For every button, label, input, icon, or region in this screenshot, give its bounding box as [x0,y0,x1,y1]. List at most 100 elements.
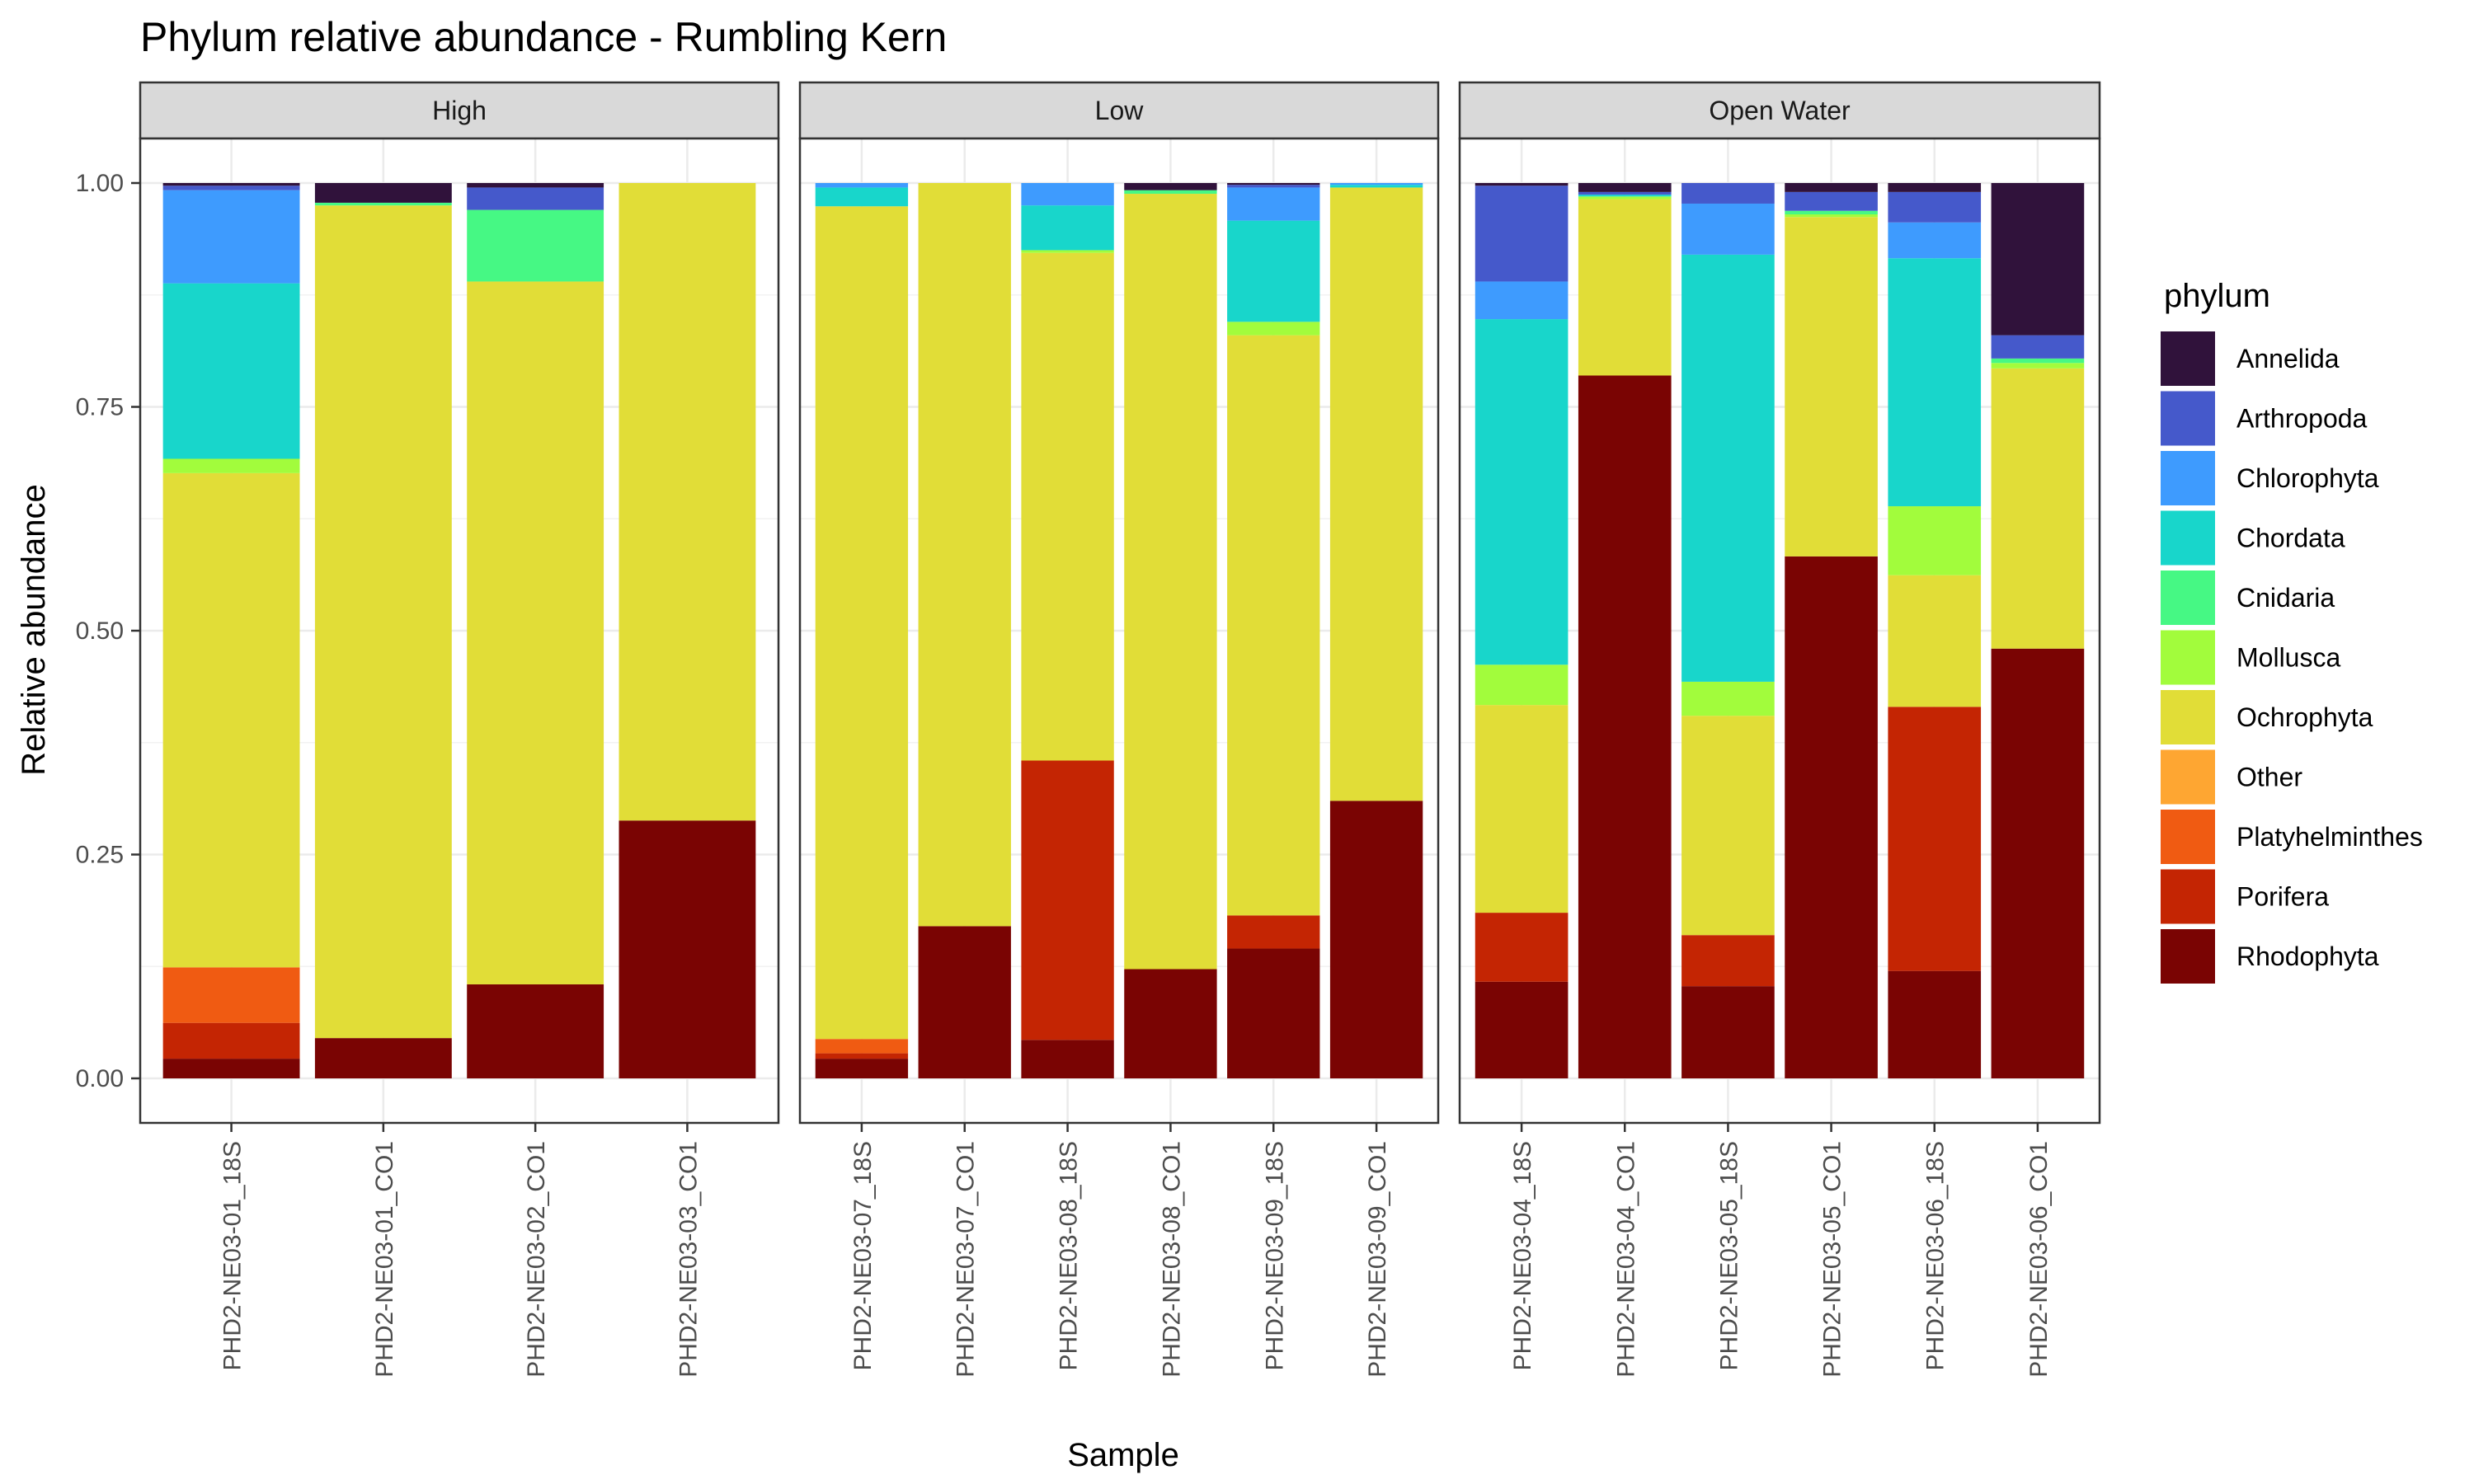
bar-segment-rhodophyta [467,984,604,1078]
bar-stack-PHD2-NE03-07_CO1 [918,183,1011,1078]
legend-label: Arthropoda [2236,404,2368,434]
facet-strip [798,81,1440,140]
x-tick-label: PHD2-NE03-08_18S [1056,1141,1083,1370]
bar-stack-PHD2-NE03-04_CO1 [1578,183,1672,1078]
x-tick-label: PHD2-NE03-04_CO1 [1612,1141,1639,1378]
bar-segment-ochrophyta [1681,716,1775,936]
x-tick-label: PHD2-NE03-03_CO1 [675,1141,702,1378]
x-tick-label: PHD2-NE03-01_CO1 [371,1141,398,1378]
legend-item-rhodophyta: Rhodophyta [2161,929,2379,984]
bar-stack-PHD2-NE03-06_18S [1888,183,1982,1078]
x-tick-label: PHD2-NE03-04_18S [1509,1141,1536,1370]
bar-segment-cnidaria [1991,358,2085,364]
bar-segment-ochrophyta [1227,335,1320,916]
facet-panel-low: Low PHD2-NE03-07_18S PHD2-NE03-07_CO1 PHD2-… [798,81,1440,1378]
bar-segment-chlorophyta [1021,183,1114,206]
legend-key [2161,630,2215,685]
bar-stack-PHD2-NE03-05_CO1 [1785,183,1878,1078]
bar-stack-PHD2-NE03-04_18S [1475,183,1569,1078]
legend-key [2161,510,2215,566]
x-tick-label: PHD2-NE03-06_18S [1922,1141,1950,1370]
bar-segment-ochrophyta [1021,252,1114,761]
bar-segment-rhodophyta [918,926,1011,1078]
bar-stack-PHD2-NE03-09_CO1 [1329,183,1423,1078]
bar-segment-ochrophyta [918,183,1011,927]
panel-border [1458,137,2101,1125]
bar-segment-chordata [1681,254,1775,682]
bar-segment-ochrophyta [815,206,909,1040]
bar-segment-arthropoda [1578,191,1672,195]
x-tick-label: PHD2-NE03-07_CO1 [952,1141,980,1378]
legend-item-mollusca: Mollusca [2161,630,2340,685]
bar-segment-cnidaria [314,202,452,206]
bar-stack-PHD2-NE03-02_CO1 [467,183,604,1078]
bar-segment-chordata [1578,195,1672,197]
bar-segment-porifera [1227,915,1320,949]
bar-segment-ochrophyta [1785,217,1878,556]
x-tick-label: PHD2-NE03-01_18S [219,1141,247,1370]
bar-segment-rhodophyta [1785,556,1878,1078]
legend-key [2161,451,2215,505]
facet-panels: High PHD2-NE03-01_18S PHD2-NE03-01_CO1 PHD2… [139,81,2101,1378]
x-tick-label: PHD2-NE03-09_18S [1261,1141,1288,1370]
bar-segment-annelida [467,183,604,188]
bar-segment-chordata [1227,220,1320,322]
legend-item-other: Other [2161,749,2302,805]
y-tick-label: 0.25 [76,842,124,869]
bar-segment-porifera [1021,760,1114,1040]
bar-segment-annelida [1475,183,1569,186]
bar-segment-mollusca [1888,506,1982,575]
panel-border [798,137,1440,1125]
y-tick-label: 1.00 [76,170,124,197]
legend-key [2161,391,2215,446]
bar-segment-rhodophyta [815,1059,909,1078]
legend-label: Rhodophyta [2236,942,2379,971]
bar-segment-rhodophyta [1991,648,2085,1078]
bar-segment-annelida [1227,183,1320,186]
bar-stack-PHD2-NE03-09_18S [1227,183,1320,1078]
legend-item-porifera: Porifera [2161,869,2329,924]
legend-key [2161,929,2215,984]
bar-stack-PHD2-NE03-08_18S [1021,183,1114,1078]
facet-panel-high: High PHD2-NE03-01_18S PHD2-NE03-01_CO1 PHD2… [139,81,780,1378]
bar-segment-annelida [1578,183,1672,192]
bar-segment-chordata [1329,185,1423,188]
legend-label: Ochrophyta [2236,702,2373,732]
x-tick-label: PHD2-NE03-05_18S [1715,1141,1743,1370]
bar-segment-chlorophyta [1888,222,1982,259]
x-tick-label: PHD2-NE03-08_CO1 [1158,1141,1185,1378]
bar-segment-porifera [1681,935,1775,987]
bar-segment-ochrophyta [1475,705,1569,913]
bar-segment-arthropoda [1475,186,1569,282]
bar-segment-rhodophyta [1681,986,1775,1078]
bar-segment-rhodophyta [314,1038,452,1078]
bar-segment-mollusca [1991,363,2085,369]
bar-stack-PHD2-NE03-03_CO1 [618,183,756,1078]
bar-segment-mollusca [1227,322,1320,336]
legend-key [2161,749,2215,805]
bar-segment-chlorophyta [1227,187,1320,221]
bar-segment-mollusca [1681,681,1775,716]
y-axis: 0.00 0.25 0.50 0.75 1.00 [76,170,140,1092]
bar-segment-rhodophyta [1227,948,1320,1078]
bar-segment-annelida [1991,183,2085,336]
bar-segment-rhodophyta [162,1059,300,1078]
bar-segment-rhodophyta [1329,801,1423,1078]
bar-segment-porifera [162,1022,300,1059]
x-tick-label: PHD2-NE03-09_CO1 [1364,1141,1391,1378]
legend-item-cnidaria: Cnidaria [2161,571,2335,625]
bar-segment-cnidaria [1785,210,1878,215]
legend-label: Chordata [2236,524,2345,553]
legend-item-ochrophyta: Ochrophyta [2161,690,2373,744]
bar-segment-chordata [815,187,909,207]
y-axis-title: Relative abundance [16,484,52,776]
bar-segment-ochrophyta [467,281,604,984]
bar-segment-annelida [314,183,452,203]
facet-strip-label: High [432,96,487,125]
legend-item-chordata: Chordata [2161,510,2345,566]
facet-panel-open-water: Open Water PHD2-NE03-04_18S PHD2-NE03-04_C… [1458,81,2101,1378]
bar-segment-rhodophyta [1475,981,1569,1078]
legend-item-arthropoda: Arthropoda [2161,391,2368,446]
bar-segment-chordata [1888,258,1982,507]
bar-segment-ochrophyta [618,183,756,821]
